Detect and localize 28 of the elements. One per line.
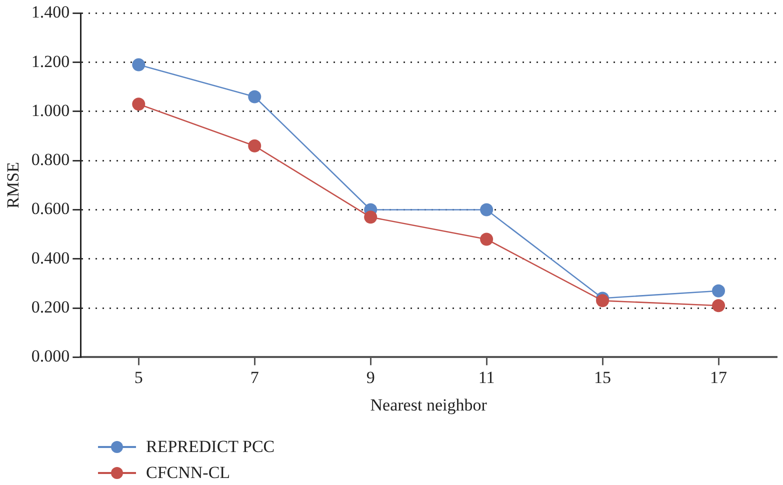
y-tick-label: 1.000 (31, 100, 70, 120)
y-tick-label: 0.000 (31, 346, 70, 366)
y-axis-title: RMSE (4, 162, 23, 208)
point (712, 284, 726, 298)
point (364, 210, 378, 224)
x-axis-title: Nearest neighbor (370, 395, 488, 414)
x-tick-label: 7 (250, 368, 260, 387)
x-tick-label: 9 (366, 368, 375, 387)
point (132, 98, 146, 111)
point (132, 58, 146, 72)
y-tick-label: 1.200 (31, 52, 70, 71)
point (248, 90, 262, 104)
x-tick-label: 5 (134, 368, 143, 387)
legend-label: CFCNN-CL (146, 463, 230, 483)
legend-label: REPREDICT PCC (146, 437, 275, 457)
y-tick-label: 0.400 (31, 248, 70, 268)
point (596, 294, 610, 308)
x-tick-label: 15 (594, 368, 612, 387)
point (480, 232, 494, 246)
x-tick-label: 17 (710, 368, 728, 387)
y-tick-label: 0.600 (31, 199, 70, 218)
point (712, 299, 726, 312)
point (248, 139, 262, 152)
y-tick-label: 1.400 (31, 2, 70, 22)
y-tick-label: 0.800 (31, 150, 70, 170)
point (480, 203, 494, 216)
y-tick-label: 0.200 (31, 298, 70, 317)
x-tick-label: 11 (478, 368, 495, 387)
